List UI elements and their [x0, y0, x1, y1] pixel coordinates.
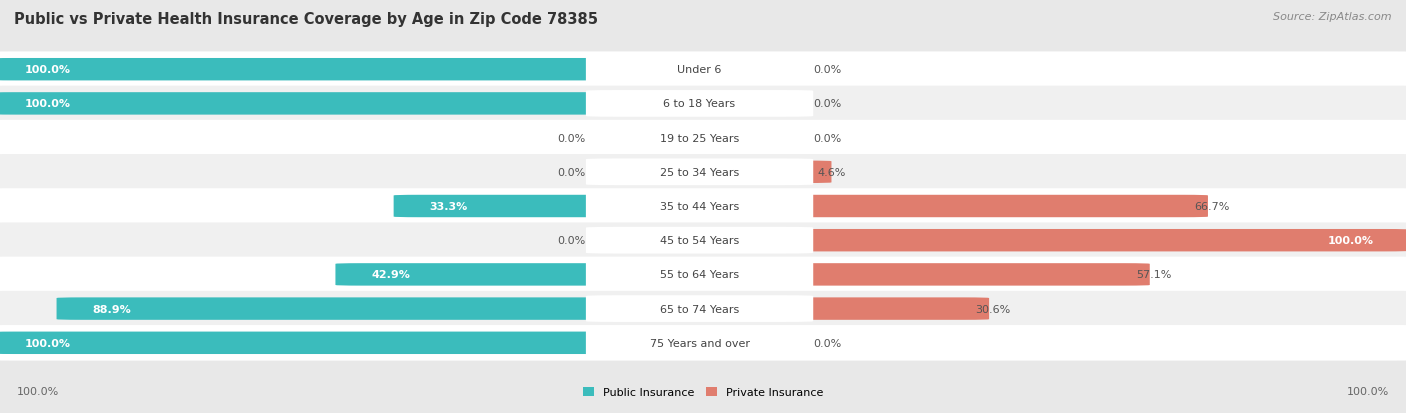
Text: 33.3%: 33.3%: [429, 202, 468, 211]
FancyBboxPatch shape: [768, 93, 810, 115]
FancyBboxPatch shape: [0, 93, 645, 115]
Text: 42.9%: 42.9%: [371, 270, 411, 280]
Text: 65 to 74 Years: 65 to 74 Years: [659, 304, 740, 314]
Text: 0.0%: 0.0%: [558, 236, 586, 246]
Text: Source: ZipAtlas.com: Source: ZipAtlas.com: [1274, 12, 1392, 22]
FancyBboxPatch shape: [768, 128, 810, 149]
FancyBboxPatch shape: [394, 195, 645, 218]
Text: 6 to 18 Years: 6 to 18 Years: [664, 99, 735, 109]
Text: 0.0%: 0.0%: [813, 133, 841, 143]
FancyBboxPatch shape: [754, 230, 1406, 252]
Text: 45 to 54 Years: 45 to 54 Years: [659, 236, 740, 246]
FancyBboxPatch shape: [586, 91, 813, 117]
Text: Under 6: Under 6: [678, 65, 721, 75]
FancyBboxPatch shape: [0, 121, 1406, 156]
Text: 0.0%: 0.0%: [813, 65, 841, 75]
FancyBboxPatch shape: [0, 86, 1406, 122]
FancyBboxPatch shape: [754, 161, 831, 183]
Text: 100.0%: 100.0%: [1329, 236, 1374, 246]
FancyBboxPatch shape: [0, 52, 1406, 88]
Text: 100.0%: 100.0%: [25, 65, 72, 75]
Text: 0.0%: 0.0%: [813, 99, 841, 109]
FancyBboxPatch shape: [754, 263, 1150, 286]
Text: 35 to 44 Years: 35 to 44 Years: [659, 202, 740, 211]
FancyBboxPatch shape: [0, 332, 645, 354]
Text: 0.0%: 0.0%: [558, 167, 586, 177]
FancyBboxPatch shape: [0, 257, 1406, 292]
Text: 66.7%: 66.7%: [1194, 202, 1230, 211]
FancyBboxPatch shape: [586, 227, 813, 254]
FancyBboxPatch shape: [754, 195, 1208, 218]
FancyBboxPatch shape: [586, 330, 813, 356]
FancyBboxPatch shape: [0, 154, 1406, 190]
Text: 55 to 64 Years: 55 to 64 Years: [659, 270, 740, 280]
Text: 57.1%: 57.1%: [1136, 270, 1171, 280]
FancyBboxPatch shape: [589, 230, 631, 252]
FancyBboxPatch shape: [589, 161, 631, 183]
FancyBboxPatch shape: [0, 291, 1406, 327]
Text: Public vs Private Health Insurance Coverage by Age in Zip Code 78385: Public vs Private Health Insurance Cover…: [14, 12, 598, 27]
FancyBboxPatch shape: [56, 298, 645, 320]
Text: 100.0%: 100.0%: [25, 338, 72, 348]
FancyBboxPatch shape: [589, 128, 631, 149]
FancyBboxPatch shape: [586, 193, 813, 220]
FancyBboxPatch shape: [0, 189, 1406, 224]
FancyBboxPatch shape: [754, 298, 988, 320]
Legend: Public Insurance, Private Insurance: Public Insurance, Private Insurance: [579, 382, 827, 402]
Text: 0.0%: 0.0%: [813, 338, 841, 348]
Text: 30.6%: 30.6%: [976, 304, 1011, 314]
FancyBboxPatch shape: [586, 261, 813, 288]
Text: 75 Years and over: 75 Years and over: [650, 338, 749, 348]
Text: 19 to 25 Years: 19 to 25 Years: [659, 133, 740, 143]
FancyBboxPatch shape: [0, 59, 645, 81]
FancyBboxPatch shape: [586, 296, 813, 322]
FancyBboxPatch shape: [336, 263, 645, 286]
FancyBboxPatch shape: [586, 159, 813, 186]
FancyBboxPatch shape: [0, 325, 1406, 361]
Text: 25 to 34 Years: 25 to 34 Years: [659, 167, 740, 177]
Text: 100.0%: 100.0%: [17, 387, 59, 396]
Text: 100.0%: 100.0%: [25, 99, 72, 109]
FancyBboxPatch shape: [768, 332, 810, 354]
FancyBboxPatch shape: [586, 57, 813, 83]
Text: 88.9%: 88.9%: [93, 304, 131, 314]
Text: 0.0%: 0.0%: [558, 133, 586, 143]
Text: 100.0%: 100.0%: [1347, 387, 1389, 396]
FancyBboxPatch shape: [0, 223, 1406, 259]
FancyBboxPatch shape: [768, 59, 810, 81]
Text: 4.6%: 4.6%: [818, 167, 846, 177]
FancyBboxPatch shape: [586, 125, 813, 152]
